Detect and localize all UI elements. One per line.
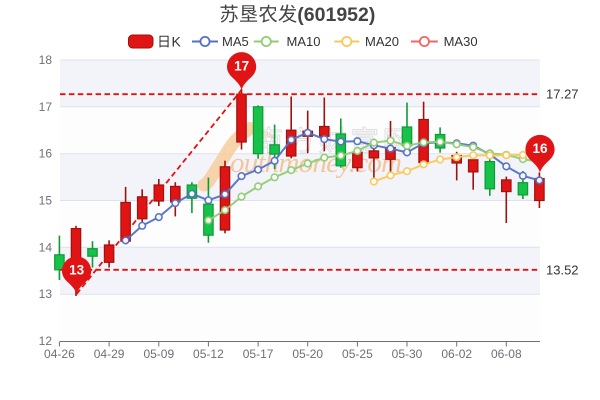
svg-text:06-02: 06-02 — [441, 347, 472, 361]
svg-text:MA20: MA20 — [365, 34, 399, 49]
svg-text:13.52: 13.52 — [546, 262, 579, 277]
svg-text:16: 16 — [39, 147, 53, 161]
svg-text:17: 17 — [234, 58, 249, 73]
svg-text:18: 18 — [39, 53, 53, 67]
svg-text:05-30: 05-30 — [392, 347, 423, 361]
svg-text:(601952): (601952) — [297, 4, 375, 26]
svg-text:MA30: MA30 — [444, 34, 478, 49]
svg-text:05-17: 05-17 — [243, 347, 274, 361]
svg-text:05-09: 05-09 — [143, 347, 174, 361]
svg-text:15: 15 — [39, 194, 53, 208]
svg-text:13: 13 — [39, 287, 53, 301]
svg-text:05-20: 05-20 — [292, 347, 323, 361]
svg-text:MA10: MA10 — [287, 34, 321, 49]
svg-text:05-25: 05-25 — [342, 347, 373, 361]
svg-text:MA5: MA5 — [222, 34, 249, 49]
svg-text:05-12: 05-12 — [193, 347, 224, 361]
svg-text:12: 12 — [39, 334, 53, 348]
svg-text:14: 14 — [39, 240, 53, 254]
svg-text:06-08: 06-08 — [491, 347, 522, 361]
svg-text:13: 13 — [69, 263, 85, 278]
svg-text:17: 17 — [39, 100, 53, 114]
svg-text:04-29: 04-29 — [94, 347, 125, 361]
svg-text:04-26: 04-26 — [44, 347, 75, 361]
svg-text:16: 16 — [532, 141, 548, 156]
svg-text:17.27: 17.27 — [546, 87, 579, 102]
svg-text:K: K — [172, 34, 182, 50]
